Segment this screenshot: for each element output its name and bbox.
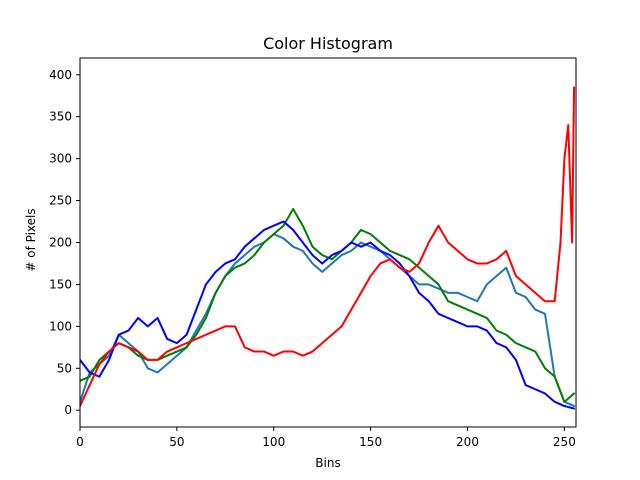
y-tick-label: 0 — [64, 403, 72, 417]
series-line-4 — [80, 86, 576, 408]
x-tick-label: 50 — [169, 435, 184, 449]
series-line-3 — [80, 220, 576, 410]
plot-lines — [80, 86, 576, 410]
series-line-2 — [80, 207, 576, 403]
x-tick-label: 0 — [76, 435, 84, 449]
chart-title: Color Histogram — [263, 34, 393, 53]
x-tick-label: 150 — [359, 435, 382, 449]
x-tick-label: 200 — [456, 435, 479, 449]
series-line-1 — [80, 233, 576, 408]
y-tick-label: 150 — [49, 277, 72, 291]
y-tick-label: 400 — [49, 68, 72, 82]
x-axis-title: Bins — [315, 456, 340, 470]
axes: 0 50 100 150 200 250 0 50 100 150 200 250 300 350 400 — [49, 57, 577, 449]
y-tick-label: 50 — [57, 361, 72, 375]
y-tick-label: 200 — [49, 236, 72, 250]
y-tick-label: 250 — [49, 194, 72, 208]
y-tick-label: 100 — [49, 319, 72, 333]
x-tick-label: 100 — [262, 435, 285, 449]
y-tick-label: 350 — [49, 110, 72, 124]
y-axis-title: # of Pixels — [24, 208, 38, 271]
y-tick-label: 300 — [49, 152, 72, 166]
x-tick-label: 250 — [553, 435, 576, 449]
